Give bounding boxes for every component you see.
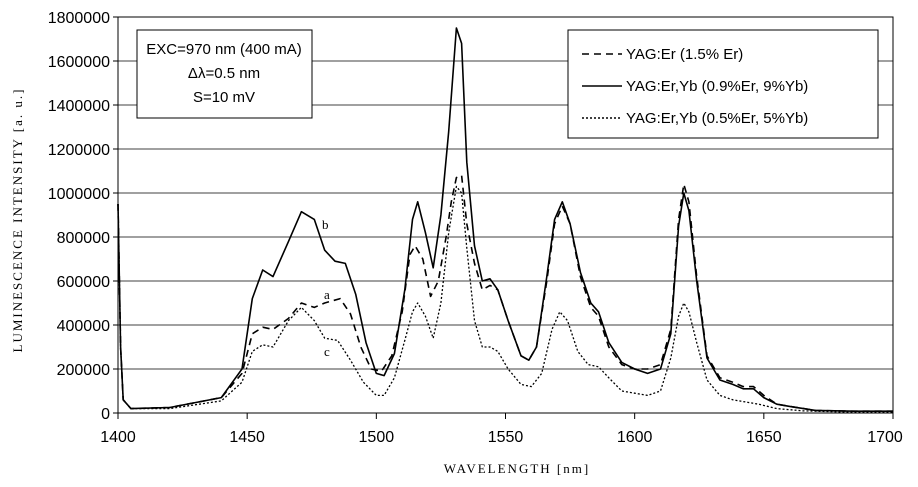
- y-tick-label: 1400000: [48, 98, 110, 115]
- series-line-b: [117, 27, 893, 412]
- annotation-c: c: [324, 344, 330, 359]
- x-tick-label: 1550: [488, 429, 524, 446]
- x-tick-label: 1400: [100, 429, 136, 446]
- y-tick-label: 200000: [57, 362, 110, 379]
- y-tick-label: 1200000: [48, 142, 110, 159]
- y-tick-label: 400000: [57, 318, 110, 335]
- x-tick-label: 1600: [617, 429, 653, 446]
- annotation-a: a: [324, 287, 330, 302]
- tick-labels: 0 200000 400000 600000 800000 1000000 1200000 1…: [48, 10, 903, 446]
- legend-label-b: YAG:Er,Yb (0.9%Er, 9%Yb): [626, 78, 808, 95]
- y-tick-label: 800000: [57, 230, 110, 247]
- info-resolution: Δλ=0.5 nm: [188, 65, 260, 82]
- x-tick-label: 1500: [359, 429, 395, 446]
- legend-label-a: YAG:Er (1.5% Er): [626, 46, 743, 63]
- y-tick-label: 600000: [57, 274, 110, 291]
- info-sensitivity: S=10 mV: [193, 89, 255, 106]
- legend: YAG:Er (1.5% Er) YAG:Er,Yb (0.9%Er, 9%Yb…: [567, 29, 879, 139]
- x-tick-label: 1700: [867, 429, 903, 446]
- series-lines: [117, 27, 893, 413]
- y-tick-label: 1000000: [48, 186, 110, 203]
- series-line-c: [117, 185, 893, 413]
- series-line-a: [117, 174, 893, 412]
- y-tick-label: 1800000: [48, 10, 110, 27]
- x-axis-label: WAVELENGTH [nm]: [444, 461, 590, 476]
- legend-label-c: YAG:Er,Yb (0.5%Er, 5%Yb): [626, 110, 808, 127]
- plot-area: [117, 16, 894, 414]
- y-tick-label: 1600000: [48, 54, 110, 71]
- x-tick-label: 1450: [229, 429, 265, 446]
- x-tick-label: 1650: [746, 429, 782, 446]
- info-box: EXC=970 nm (400 mA) Δλ=0.5 nm S=10 mV: [136, 29, 313, 119]
- y-axis-label: LUMINESCENCE INTENSITY [a. u.]: [10, 88, 25, 353]
- annotation-b: b: [322, 217, 329, 232]
- y-tick-label: 0: [101, 406, 110, 423]
- info-excitation: EXC=970 nm (400 mA): [146, 41, 302, 58]
